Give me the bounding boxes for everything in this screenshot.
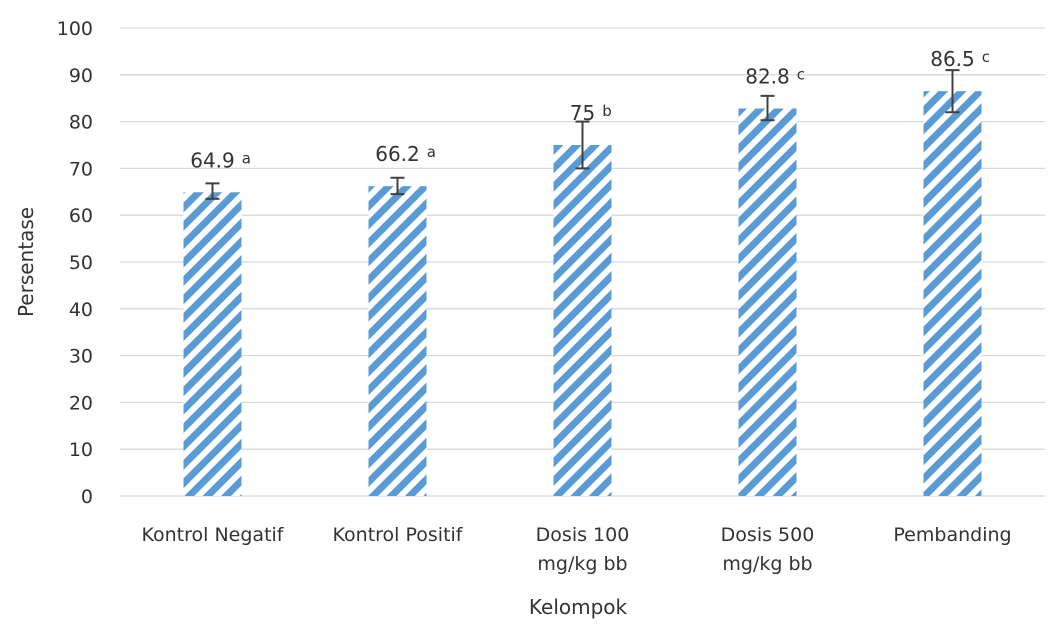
significance-letter: c [797,65,805,83]
y-tick-label: 100 [57,18,93,40]
bar [553,145,612,496]
data-label: 86.5 [930,47,975,71]
x-tick-label: Kontrol Negatif [142,524,285,546]
y-tick-label: 70 [69,158,93,180]
bars [183,91,982,497]
y-tick-label: 0 [81,486,93,508]
y-tick-label: 60 [69,205,93,227]
significance-letter: b [602,102,612,120]
x-tick-label: mg/kg bb [722,553,812,575]
y-tick-label: 40 [69,299,93,321]
error-bars [205,69,960,200]
y-tick-label: 10 [69,439,93,461]
significance-letter: a [427,143,436,161]
y-tick-label: 20 [69,392,93,414]
y-axis-title: Persentase [14,207,38,317]
data-label: 64.9 [190,148,235,172]
significance-letter: c [982,48,990,66]
x-tick-label: Dosis 100 [536,524,630,546]
y-tick-label: 50 [69,252,93,274]
y-tick-label: 30 [69,346,93,368]
bar [183,192,242,496]
y-tick-label: 90 [69,65,93,87]
data-labels: 64.9 a 66.2 a 75 b 82.8 c 86.5 c [190,47,990,172]
bar [368,186,427,496]
x-axis-title: Kelompok [529,595,628,619]
data-label: 82.8 [745,64,790,88]
bar [738,108,797,496]
x-tick-label: Dosis 500 [721,524,815,546]
x-tick-label: Kontrol Positif [333,524,464,546]
x-axis-ticks: Kontrol Negatif Kontrol Positif Dosis 100 m… [142,524,1012,575]
y-axis-ticks: 0 10 20 30 40 50 60 70 80 90 100 [57,18,93,508]
x-tick-label: mg/kg bb [537,553,627,575]
data-label: 66.2 [375,142,420,166]
y-tick-label: 80 [69,112,93,134]
data-label: 75 [570,101,595,125]
bar [923,91,982,497]
significance-letter: a [242,149,251,167]
x-tick-label: Pembanding [893,524,1011,546]
